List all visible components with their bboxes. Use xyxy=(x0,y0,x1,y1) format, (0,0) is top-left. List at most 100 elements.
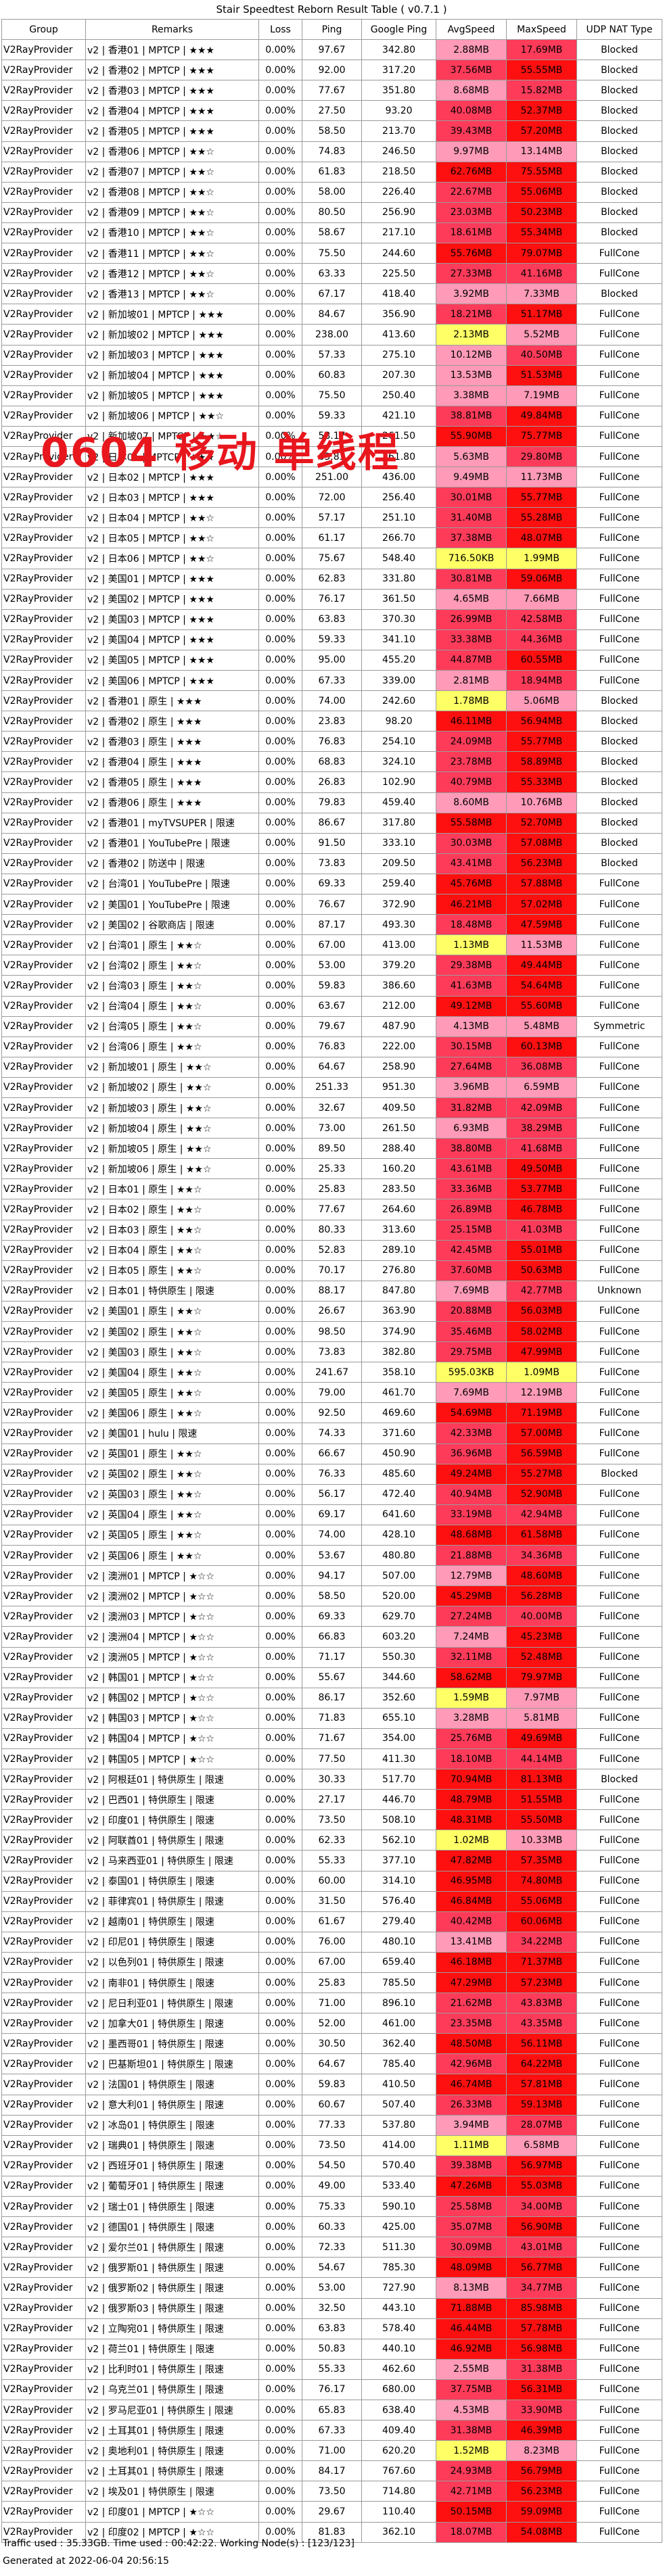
max-speed-cell: 8.23MB xyxy=(506,2440,577,2462)
remarks-cell: v2 | 尼日利亚01 | 特供原生 | 限速 xyxy=(85,1993,259,2014)
group-cell: V2RayProvider xyxy=(1,1931,86,1953)
max-speed-cell: 85.98MB xyxy=(506,2297,577,2319)
remarks-cell: v2 | 台湾05 | 原生 | ★★☆ xyxy=(85,1016,259,1037)
max-speed-cell: 34.77MB xyxy=(506,2277,577,2299)
google-ping-cell: 951.30 xyxy=(361,1076,436,1098)
group-cell: V2RayProvider xyxy=(1,2399,86,2421)
group-cell: V2RayProvider xyxy=(1,1016,86,1037)
ping-cell: 58.17 xyxy=(302,425,362,447)
group-cell: V2RayProvider xyxy=(1,507,86,529)
loss-cell: 0.00% xyxy=(258,1890,302,1912)
group-cell: V2RayProvider xyxy=(1,2460,86,2482)
group-cell: V2RayProvider xyxy=(1,2358,86,2380)
google-ping-cell: 209.50 xyxy=(361,853,436,874)
remarks-cell: v2 | 香港01 | MPTCP | ★★★ xyxy=(85,39,259,61)
loss-cell: 0.00% xyxy=(258,2114,302,2136)
max-speed-cell: 41.68MB xyxy=(506,1138,577,1160)
max-speed-cell: 34.36MB xyxy=(506,1545,577,1567)
avg-speed-cell: 30.01MB xyxy=(436,487,507,508)
table-row: V2RayProvider v2 | 澳洲01 | MPTCP | ★☆☆ 0.00… xyxy=(1,1565,662,1587)
ping-cell: 60.83 xyxy=(302,364,362,386)
max-speed-cell: 54.64MB xyxy=(506,975,577,997)
table-row: V2RayProvider v2 | 台湾05 | 原生 | ★★☆ 0.00% 79… xyxy=(1,1016,662,1037)
remarks-cell: v2 | 香港02 | 原生 | ★★★ xyxy=(85,711,259,732)
avg-speed-cell: 35.07MB xyxy=(436,2216,507,2238)
remarks-cell: v2 | 美国04 | 原生 | ★★☆ xyxy=(85,1362,259,1383)
group-cell: V2RayProvider xyxy=(1,2338,86,2360)
avg-speed-cell: 3.96MB xyxy=(436,1076,507,1098)
ping-cell: 31.50 xyxy=(302,1890,362,1912)
avg-speed-cell: 55.76MB xyxy=(436,243,507,264)
group-cell: V2RayProvider xyxy=(1,2420,86,2441)
avg-speed-cell: 42.45MB xyxy=(436,1239,507,1261)
max-speed-cell: 59.06MB xyxy=(506,568,577,590)
group-cell: V2RayProvider xyxy=(1,975,86,997)
nat-type-cell: FullCone xyxy=(576,1626,662,1648)
ping-cell: 71.67 xyxy=(302,1727,362,1749)
avg-speed-cell: 46.18MB xyxy=(436,1951,507,1974)
nat-type-cell: FullCone xyxy=(576,1056,662,1078)
group-cell: V2RayProvider xyxy=(1,1341,86,1363)
table-row: V2RayProvider v2 | 以色列01 | 特供原生 | 限速 0.00%… xyxy=(1,1951,662,1974)
ping-cell: 63.83 xyxy=(302,2318,362,2339)
remarks-cell: v2 | 奥地利01 | 特供原生 | 限速 xyxy=(85,2440,259,2462)
max-speed-cell: 5.52MB xyxy=(506,324,577,345)
loss-cell: 0.00% xyxy=(258,1727,302,1749)
nat-type-cell: FullCone xyxy=(576,1178,662,1200)
remarks-cell: v2 | 日本05 | 原生 | ★★☆ xyxy=(85,1260,259,1281)
nat-type-cell: FullCone xyxy=(576,1707,662,1729)
nat-type-cell: FullCone xyxy=(576,1076,662,1098)
column-header-ping: Ping xyxy=(302,18,362,41)
group-cell: V2RayProvider xyxy=(1,243,86,264)
ping-cell: 76.00 xyxy=(302,1931,362,1953)
table-row: V2RayProvider v2 | 马来西亚01 | 特供原生 | 限速 0.00… xyxy=(1,1850,662,1871)
group-cell: V2RayProvider xyxy=(1,283,86,305)
google-ping-cell: 362.40 xyxy=(361,2033,436,2055)
google-ping-cell: 276.80 xyxy=(361,1260,436,1281)
remarks-cell: v2 | 日本01 | MPTCP | ★★★ xyxy=(85,446,259,468)
group-cell: V2RayProvider xyxy=(1,344,86,366)
nat-type-cell: FullCone xyxy=(576,649,662,671)
ping-cell: 74.33 xyxy=(302,1423,362,1444)
remarks-cell: v2 | 新加坡03 | MPTCP | ★★★ xyxy=(85,344,259,366)
google-ping-cell: 450.90 xyxy=(361,1443,436,1464)
nat-type-cell: Symmetric xyxy=(576,1016,662,1037)
nat-type-cell: FullCone xyxy=(576,2053,662,2075)
table-row: V2RayProvider v2 | 澳洲03 | MPTCP | ★☆☆ 0.00… xyxy=(1,1606,662,1627)
google-ping-cell: 421.10 xyxy=(361,405,436,427)
max-speed-cell: 79.97MB xyxy=(506,1667,577,1688)
remarks-cell: v2 | 印度01 | 特供原生 | 限速 xyxy=(85,1809,259,1831)
nat-type-cell: Blocked xyxy=(576,690,662,712)
table-row: V2RayProvider v2 | 香港11 | MPTCP | ★★☆ 0.00… xyxy=(1,243,662,264)
max-speed-cell: 10.76MB xyxy=(506,792,577,813)
google-ping-cell: 354.00 xyxy=(361,1727,436,1749)
max-speed-cell: 50.63MB xyxy=(506,1260,577,1281)
group-cell: V2RayProvider xyxy=(1,141,86,162)
google-ping-cell: 288.40 xyxy=(361,1138,436,1160)
ping-cell: 76.83 xyxy=(302,1036,362,1057)
avg-speed-cell: 62.76MB xyxy=(436,161,507,183)
avg-speed-cell: 30.03MB xyxy=(436,832,507,854)
table-header-row: Group Remarks Loss Ping Google Ping AvgSpeed M… xyxy=(1,18,662,41)
google-ping-cell: 256.90 xyxy=(361,201,436,223)
table-row: V2RayProvider v2 | 俄罗斯01 | 特供原生 | 限速 0.00%… xyxy=(1,2257,662,2279)
nat-type-cell: FullCone xyxy=(576,1951,662,1974)
nat-type-cell: Blocked xyxy=(576,1769,662,1790)
remarks-cell: v2 | 美国03 | MPTCP | ★★★ xyxy=(85,609,259,630)
table-row: V2RayProvider v2 | 英国02 | 原生 | ★★☆ 0.00% 76… xyxy=(1,1463,662,1485)
max-speed-cell: 79.07MB xyxy=(506,243,577,264)
google-ping-cell: 379.20 xyxy=(361,955,436,976)
loss-cell: 0.00% xyxy=(258,2440,302,2462)
table-row: V2RayProvider v2 | 加拿大01 | 特供原生 | 限速 0.00%… xyxy=(1,2013,662,2034)
nat-type-cell: FullCone xyxy=(576,629,662,650)
remarks-cell: v2 | 瑞典01 | 特供原生 | 限速 xyxy=(85,2134,259,2156)
avg-speed-cell: 13.41MB xyxy=(436,1931,507,1953)
nat-type-cell: Blocked xyxy=(576,771,662,793)
group-cell: V2RayProvider xyxy=(1,2074,86,2095)
avg-speed-cell: 44.87MB xyxy=(436,649,507,671)
loss-cell: 0.00% xyxy=(258,2318,302,2339)
loss-cell: 0.00% xyxy=(258,1667,302,1688)
group-cell: V2RayProvider xyxy=(1,1300,86,1322)
max-speed-cell: 52.37MB xyxy=(506,100,577,122)
nat-type-cell: FullCone xyxy=(576,263,662,285)
